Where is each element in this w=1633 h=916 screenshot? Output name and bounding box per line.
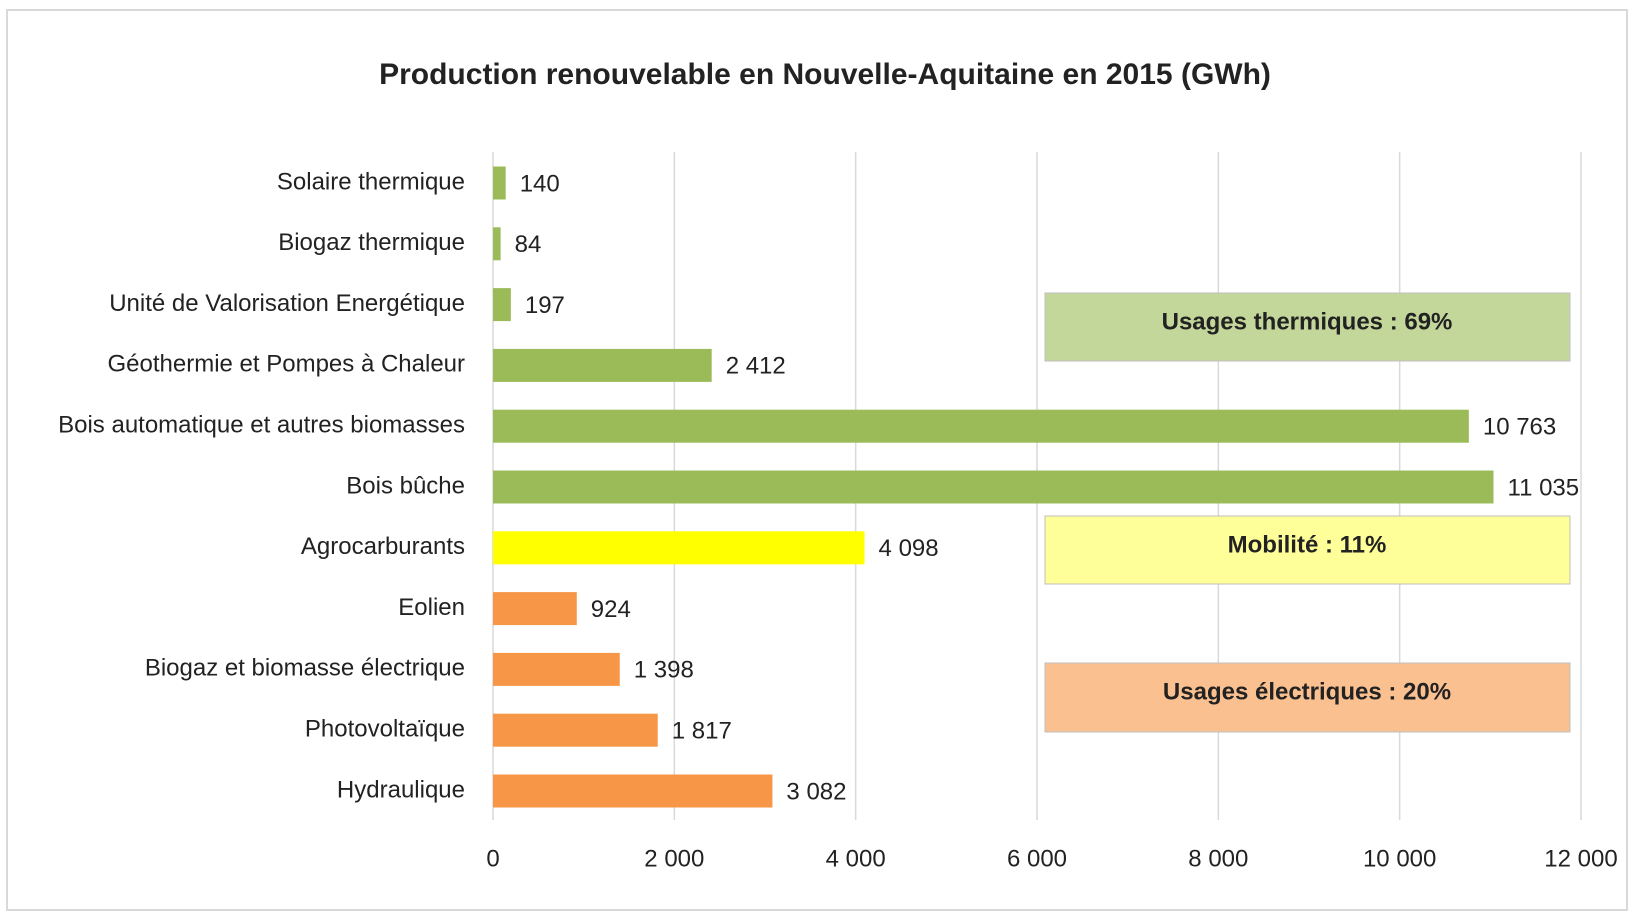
y-tick-label: Hydraulique <box>337 776 465 803</box>
chart-title: Production renouvelable en Nouvelle-Aqui… <box>379 58 1271 91</box>
value-label: 2 412 <box>726 353 786 380</box>
value-label: 11 035 <box>1508 474 1580 501</box>
chart-frame <box>6 9 1628 911</box>
value-label: 3 082 <box>786 778 846 805</box>
bar <box>493 652 620 686</box>
value-label: 197 <box>525 292 565 319</box>
bar <box>493 470 1494 504</box>
annotation-box <box>1044 292 1571 362</box>
y-tick-label: Eolien <box>398 594 465 621</box>
bar <box>493 713 658 747</box>
value-label: 140 <box>520 170 560 197</box>
y-tick-label: Photovoltaïque <box>305 716 465 743</box>
y-tick-label: Unité de Valorisation Energétique <box>109 290 465 317</box>
bar <box>493 409 1469 443</box>
x-tick-label: 4 000 <box>826 845 886 872</box>
value-label: 4 098 <box>879 535 939 562</box>
y-tick-label: Bois automatique et autres biomasses <box>58 412 465 439</box>
y-tick-label: Bois bûche <box>346 472 465 499</box>
y-tick-label: Biogaz thermique <box>278 229 465 256</box>
annotation-text: Usages électriques : 20% <box>1163 678 1451 705</box>
y-tick-label: Solaire thermique <box>277 168 465 195</box>
x-tick-label: 10 000 <box>1363 845 1436 872</box>
y-tick-label: Agrocarburants <box>301 533 465 560</box>
x-tick-label: 12 000 <box>1544 845 1617 872</box>
x-tick-label: 8 000 <box>1188 845 1248 872</box>
annotation-text: Mobilité : 11% <box>1228 531 1387 558</box>
x-tick-label: 6 000 <box>1007 845 1067 872</box>
annotation-box <box>1044 515 1571 585</box>
y-tick-label: Biogaz et biomasse électrique <box>145 655 465 682</box>
x-tick-label: 0 <box>486 845 499 872</box>
y-tick-label: Géothermie et Pompes à Chaleur <box>107 351 465 378</box>
value-label: 1 398 <box>634 657 694 684</box>
bar <box>493 348 712 382</box>
annotation-box <box>1044 662 1571 733</box>
bar <box>493 227 501 261</box>
value-label: 10 763 <box>1483 414 1556 441</box>
value-label: 84 <box>515 231 542 258</box>
x-tick-label: 2 000 <box>644 845 704 872</box>
annotation-text: Usages thermiques : 69% <box>1162 308 1453 335</box>
bar <box>493 592 577 626</box>
value-label: 924 <box>591 596 631 623</box>
bar <box>493 288 511 322</box>
bar <box>493 166 506 200</box>
bar <box>493 531 865 565</box>
bar <box>493 774 773 808</box>
value-label: 1 817 <box>672 718 732 745</box>
